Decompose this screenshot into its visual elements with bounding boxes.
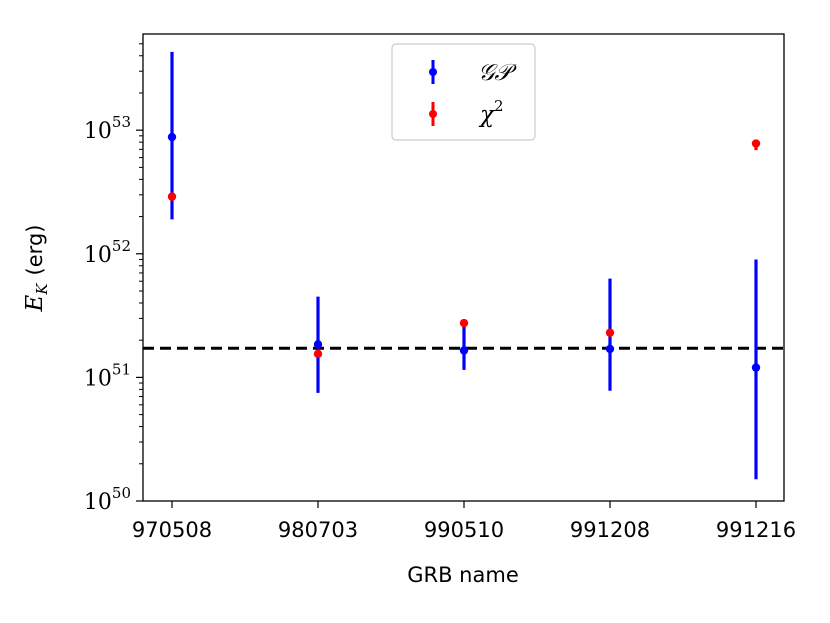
legend-entry-chi2: χ2: [429, 97, 503, 128]
point-chi2-990510: [459, 318, 469, 328]
legend: 𝒢𝒫 χ2: [391, 43, 536, 141]
y-tick-label-51: 1051: [84, 360, 131, 391]
x-tick-label-980703: 980703: [278, 518, 358, 542]
y-tick-label-52: 1052: [84, 237, 131, 268]
point-gp-980703: [313, 340, 323, 349]
point-chi2-991208: [605, 328, 615, 337]
point-chi2-970508: [167, 192, 177, 201]
legend-chi2-label: χ2: [478, 97, 503, 128]
y-axis-label-symbol: E: [22, 294, 48, 312]
legend-chi2-symbol: χ: [478, 102, 496, 128]
legend-chi2-marker: [429, 110, 437, 118]
legend-entry-gp: 𝒢𝒫: [429, 60, 517, 86]
legend-box: [391, 43, 536, 141]
x-tick-label-991208: 991208: [570, 518, 650, 542]
chart-marks: [143, 51, 784, 480]
axes: 970508 980703 990510 991208 991216 1050 1051 10…: [84, 43, 796, 542]
legend-gp-marker: [429, 68, 437, 76]
x-axis-label: GRB name: [407, 563, 519, 587]
y-tick-label-53: 1053: [84, 113, 131, 144]
point-chi2-991216: [751, 139, 761, 148]
y-axis-label-unit: (erg): [23, 225, 47, 276]
point-gp-991216: [751, 363, 761, 372]
legend-chi2-superscript: 2: [494, 97, 504, 115]
point-gp-990510: [459, 346, 469, 355]
point-gp-970508: [167, 132, 177, 142]
y-axis-label: EK (erg): [22, 225, 51, 313]
y-axis-label-subscript: K: [33, 283, 51, 296]
svg-text:EK(erg): EK (erg): [22, 225, 51, 313]
y-tick-label-50: 1050: [84, 484, 131, 515]
x-tick-label-990510: 990510: [424, 518, 504, 542]
point-gp-991208: [605, 344, 615, 354]
plot-frame: [142, 33, 785, 502]
x-tick-label-970508: 970508: [132, 518, 212, 542]
point-chi2-980703: [313, 349, 323, 359]
x-tick-label-991216: 991216: [716, 518, 796, 542]
legend-gp-label: 𝒢𝒫: [478, 60, 517, 86]
